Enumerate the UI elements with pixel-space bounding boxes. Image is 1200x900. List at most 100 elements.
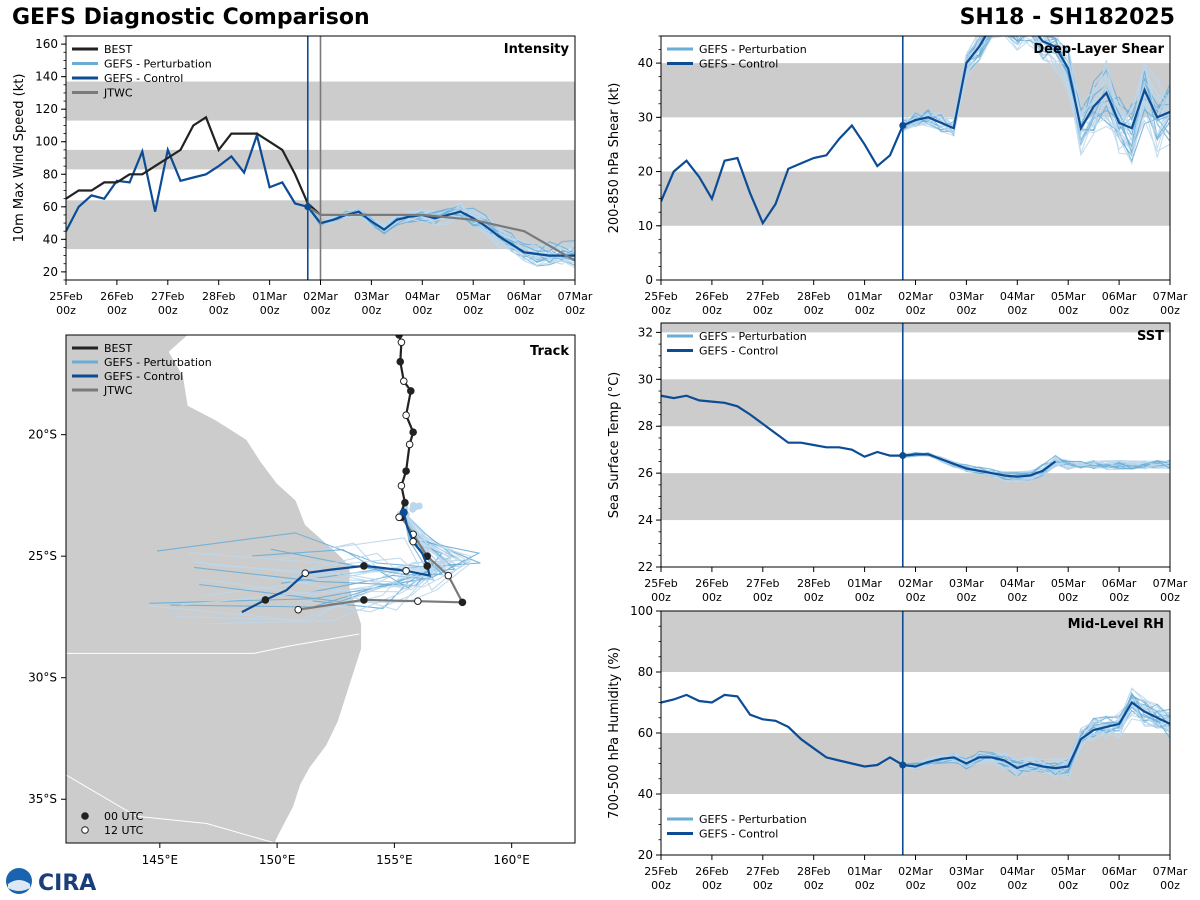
sst-xtick-sublabel: 00z <box>1109 591 1129 604</box>
track-current-position <box>399 508 408 517</box>
shear-legend-label: GEFS - Control <box>699 58 778 71</box>
rh-control-line <box>661 693 1170 770</box>
intensity-xtick-sublabel: 00z <box>565 304 585 317</box>
track-jtwc-point <box>294 605 303 614</box>
track-plot-area <box>66 335 575 843</box>
sst-xtick-sublabel: 00z <box>957 591 977 604</box>
shear-xtick-label: 28Feb <box>797 290 830 303</box>
shear-perturbation-line <box>902 36 1170 130</box>
track-xtick-label: 155°E <box>376 853 413 867</box>
shear-ylabel: 200-850 hPa Shear (kt) <box>607 83 622 234</box>
shear-xtick-label: 25Feb <box>644 290 677 303</box>
track-jtwc-point <box>458 598 467 607</box>
track-legend-label: GEFS - Perturbation <box>104 356 212 369</box>
cira-logo: CIRA <box>4 866 114 900</box>
track-control-point <box>360 562 368 570</box>
intensity-ytick-label: 40 <box>43 232 58 246</box>
track-perturbation-point <box>412 503 420 511</box>
sst-plot-area <box>661 323 1170 567</box>
intensity-ylabel: 10m Max Wind Speed (kt) <box>12 74 27 243</box>
track-best-point <box>402 467 410 475</box>
track-best-point <box>405 440 414 449</box>
sst-xtick-sublabel: 00z <box>702 591 722 604</box>
shear-xtick-sublabel: 00z <box>804 304 824 317</box>
rh-xtick-label: 04Mar <box>1000 865 1035 878</box>
shear-ytick-label: 0 <box>645 273 653 287</box>
sst-xtick-sublabel: 00z <box>1058 591 1078 604</box>
track-control-point <box>423 562 432 570</box>
intensity-legend-label: GEFS - Control <box>104 72 183 85</box>
sst-ytick-label: 30 <box>638 372 653 386</box>
shear-xtick-label: 06Mar <box>1102 290 1137 303</box>
rh-ytick-label: 60 <box>638 726 653 740</box>
track-ytick-label: 30°S <box>28 671 57 685</box>
sst-ylabel: Sea Surface Temp (°C) <box>607 372 622 519</box>
shear-xtick-label: 01Mar <box>847 290 882 303</box>
track-best-point <box>409 428 417 437</box>
intensity-xtick-label: 28Feb <box>202 290 235 303</box>
intensity-xtick-label: 02Mar <box>303 290 338 303</box>
intensity-xtick-sublabel: 00z <box>107 304 127 317</box>
sst-xtick-label: 28Feb <box>797 577 830 590</box>
intensity-panel: 2040608010012014016025Feb00z26Feb00z27Fe… <box>12 35 593 317</box>
shear-perturbation-line <box>902 36 1170 152</box>
shear-xtick-label: 27Feb <box>746 290 779 303</box>
intensity-xtick-sublabel: 00z <box>362 304 382 317</box>
shear-xtick-sublabel: 00z <box>702 304 722 317</box>
intensity-xtick-sublabel: 00z <box>463 304 483 317</box>
track-xtick-label: 160°E <box>493 853 530 867</box>
shear-xtick-sublabel: 00z <box>957 304 977 317</box>
track-xtick-label: 145°E <box>142 853 179 867</box>
rh-band-1 <box>661 611 1170 672</box>
shear-ytick-label: 30 <box>638 110 653 124</box>
shear-xtick-label: 26Feb <box>695 290 728 303</box>
intensity-xtick-sublabel: 00z <box>158 304 178 317</box>
rh-xtick-sublabel: 00z <box>804 879 824 892</box>
rh-xtick-sublabel: 00z <box>1007 879 1027 892</box>
sst-xtick-sublabel: 00z <box>906 591 926 604</box>
sst-xtick-label: 03Mar <box>949 577 984 590</box>
sst-ytick-label: 26 <box>638 466 653 480</box>
shear-xtick-label: 04Mar <box>1000 290 1035 303</box>
track-best-point <box>397 338 406 347</box>
sst-title: SST <box>1137 329 1164 344</box>
sst-xtick-sublabel: 00z <box>753 591 773 604</box>
intensity-xtick-sublabel: 00z <box>412 304 432 317</box>
track-marker-legend-label: 00 UTC <box>104 810 144 823</box>
track-title: Track <box>530 344 569 359</box>
intensity-xtick-sublabel: 00z <box>260 304 280 317</box>
rh-xtick-sublabel: 00z <box>1109 879 1129 892</box>
rh-xtick-label: 06Mar <box>1102 865 1137 878</box>
rh-plot-area <box>661 611 1170 855</box>
sst-xtick-label: 02Mar <box>898 577 933 590</box>
rh-xtick-sublabel: 00z <box>957 879 977 892</box>
intensity-xtick-sublabel: 00z <box>209 304 229 317</box>
intensity-plot-area <box>66 36 575 280</box>
rh-legend-label: GEFS - Perturbation <box>699 813 807 826</box>
track-panel: 145°E 150°E 155°E 160°E 20°S 25°S 30°S 35°S Trac… <box>28 334 576 867</box>
shear-xtick-label: 05Mar <box>1051 290 1086 303</box>
track-jtwc-point <box>414 597 422 605</box>
sst-band-2 <box>661 323 1170 333</box>
track-jtwc-line <box>298 516 465 611</box>
intensity-xtick-label: 04Mar <box>405 290 440 303</box>
rh-title: Mid-Level RH <box>1068 617 1164 632</box>
intensity-legend-label: GEFS - Perturbation <box>104 58 212 71</box>
sst-xtick-label: 06Mar <box>1102 577 1137 590</box>
sst-control-line <box>661 394 1057 478</box>
shear-panel: 01020304025Feb00z26Feb00z27Feb00z28Feb00… <box>607 35 1188 317</box>
rh-xtick-sublabel: 00z <box>1058 879 1078 892</box>
track-ytick-label: 20°S <box>28 428 57 442</box>
rh-ytick-label: 100 <box>630 604 653 618</box>
track-jtwc-point <box>360 596 368 604</box>
page-title: GEFS Diagnostic Comparison <box>12 5 370 30</box>
cira-logo-text: CIRA <box>38 871 96 896</box>
sst-xtick-sublabel: 00z <box>1160 591 1180 604</box>
rh-xtick-label: 07Mar <box>1153 865 1188 878</box>
rh-current-point <box>899 761 907 769</box>
shear-legend-label: GEFS - Perturbation <box>699 43 807 56</box>
rh-legend-label: GEFS - Control <box>699 828 778 841</box>
track-best-point <box>399 377 408 385</box>
rh-ytick-label: 80 <box>638 665 653 679</box>
